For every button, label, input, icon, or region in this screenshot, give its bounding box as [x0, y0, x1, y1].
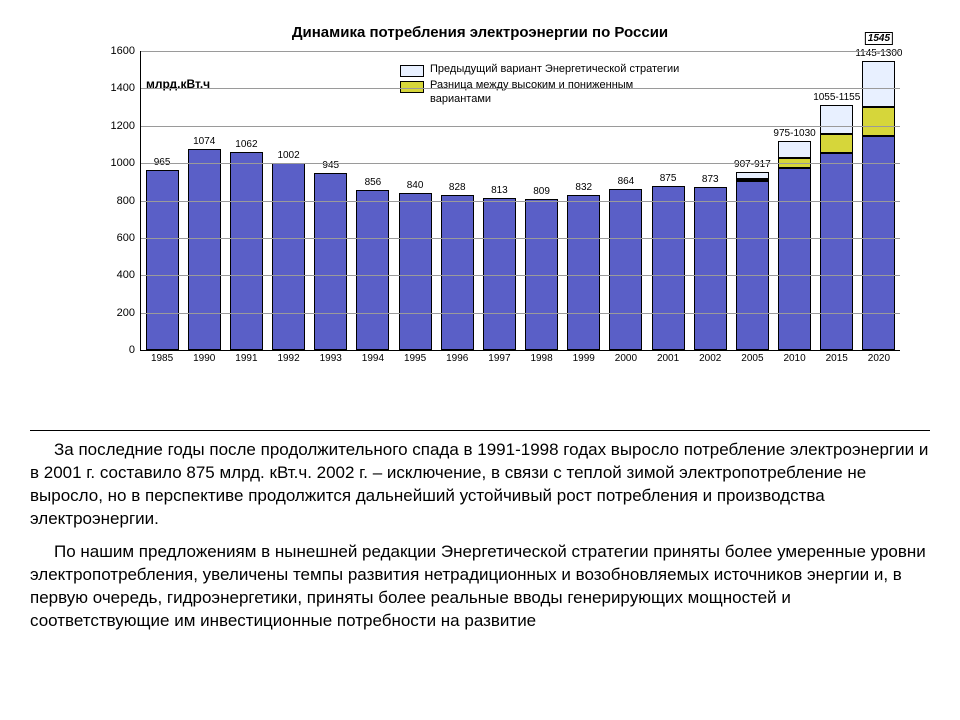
x-tick-label: 1996: [446, 350, 468, 364]
x-tick-label: 2015: [826, 350, 848, 364]
y-tick-label: 1200: [111, 120, 141, 132]
bar-seg-base: [694, 187, 727, 350]
x-tick-label: 2010: [783, 350, 805, 364]
bar-seg-prev: [862, 61, 895, 107]
bar-seg-diff: [736, 179, 769, 181]
bar-seg-diff: [862, 107, 895, 136]
bar-seg-base: [441, 195, 474, 350]
bar-value-label: 832: [575, 182, 592, 193]
gridline: [141, 126, 900, 127]
y-tick-label: 1400: [111, 82, 141, 94]
bar-seg-base: [188, 149, 221, 350]
x-tick-label: 1995: [404, 350, 426, 364]
bar-top-label: 1545: [865, 32, 893, 45]
x-tick-label: 1992: [277, 350, 299, 364]
x-tick-label: 2000: [615, 350, 637, 364]
y-tick-label: 800: [117, 195, 141, 207]
bar-value-label: 873: [702, 174, 719, 185]
bar-value-label: 1002: [277, 150, 299, 161]
chart-title: Динамика потребления электроэнергии по Р…: [0, 0, 960, 41]
bar-value-label: 975-1030: [773, 128, 815, 139]
body-paragraph: По нашим предложениям в нынешней редакци…: [30, 541, 930, 633]
x-tick-label: 1991: [235, 350, 257, 364]
y-tick-label: 0: [129, 344, 141, 356]
bar-seg-base: [609, 189, 642, 350]
x-tick-label: 2002: [699, 350, 721, 364]
bar-value-label: 813: [491, 185, 508, 196]
bar-seg-prev: [820, 105, 853, 134]
bar-seg-prev: [778, 141, 811, 158]
gridline: [141, 238, 900, 239]
bar-seg-base: [146, 170, 179, 350]
x-tick-label: 1993: [320, 350, 342, 364]
x-tick-label: 1990: [193, 350, 215, 364]
x-tick-label: 1994: [362, 350, 384, 364]
bar-value-label: 1074: [193, 136, 215, 147]
bar-value-label: 1062: [235, 139, 257, 150]
x-tick-label: 1997: [488, 350, 510, 364]
bar-seg-base: [356, 190, 389, 350]
bar-seg-base: [567, 195, 600, 350]
gridline: [141, 275, 900, 276]
bar-value-label: 1145-1300: [855, 48, 902, 59]
y-tick-label: 600: [117, 232, 141, 244]
body-text: За последние годы после продолжительного…: [30, 430, 930, 643]
y-tick-label: 1000: [111, 157, 141, 169]
bar-value-label: 856: [365, 177, 382, 188]
y-tick-label: 200: [117, 307, 141, 319]
bar-value-label: 864: [618, 176, 635, 187]
bar-value-label: 907-917: [734, 159, 771, 170]
chart-area: млрд.кВт.ч Предыдущий вариант Энергетиче…: [100, 51, 900, 391]
x-tick-label: 2001: [657, 350, 679, 364]
y-tick-label: 400: [117, 269, 141, 281]
bar-value-label: 875: [660, 173, 677, 184]
bar-seg-base: [230, 152, 263, 350]
gridline: [141, 313, 900, 314]
x-tick-label: 2005: [741, 350, 763, 364]
gridline: [141, 51, 900, 52]
plot-region: 9651985107419901062199110021992945199385…: [140, 51, 900, 351]
bar-value-label: 809: [533, 186, 550, 197]
bar-seg-base: [652, 186, 685, 350]
bar-seg-base: [399, 193, 432, 350]
gridline: [141, 88, 900, 89]
bar-seg-base: [820, 153, 853, 350]
x-tick-label: 1999: [573, 350, 595, 364]
bar-seg-base: [778, 168, 811, 350]
bar-value-label: 945: [322, 160, 339, 171]
bar-value-label: 1055-1155: [813, 92, 860, 103]
bar-seg-base: [272, 163, 305, 350]
y-tick-label: 1600: [111, 45, 141, 57]
bar-seg-base: [483, 198, 516, 350]
bar-seg-base: [862, 136, 895, 350]
bar-value-label: 828: [449, 182, 466, 193]
bar-seg-base: [736, 181, 769, 350]
x-tick-label: 1985: [151, 350, 173, 364]
bar-seg-diff: [820, 134, 853, 153]
bar-value-label: 840: [407, 180, 424, 191]
x-tick-label: 2020: [868, 350, 890, 364]
x-tick-label: 1998: [530, 350, 552, 364]
gridline: [141, 163, 900, 164]
body-paragraph: За последние годы после продолжительного…: [30, 439, 930, 531]
gridline: [141, 201, 900, 202]
bar-seg-prev: [736, 172, 769, 179]
